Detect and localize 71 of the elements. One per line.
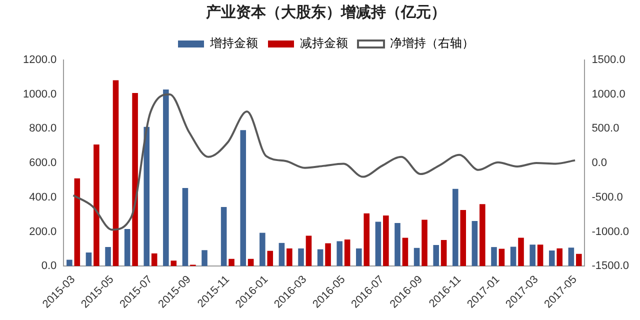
y2-tick-label: -500.0 [592,191,623,204]
bar [576,254,582,266]
bar [402,238,408,266]
legend-label: 净增持（右轴） [390,36,474,50]
bar [480,204,486,266]
y-tick-label: 200.0 [29,226,57,238]
bar [510,246,516,266]
bar [306,236,312,266]
bar [344,239,350,266]
bar [105,247,111,266]
bar [94,144,100,266]
bar [394,223,400,266]
bar [460,210,466,266]
bar [260,232,266,266]
bar [375,222,382,266]
y2-tick-label: 1500.0 [592,54,626,66]
bar [286,248,292,266]
bar [240,130,246,266]
bar [267,250,274,266]
bar [170,260,177,266]
y2-tick-label: -1000.0 [592,226,630,238]
bar [228,258,234,266]
bar [364,213,370,266]
bar [336,241,342,266]
y-tick-label: 1200.0 [22,54,57,66]
line-series [72,93,576,231]
y-tick-label: 600.0 [29,157,57,170]
bar [220,207,227,266]
bar [86,252,92,266]
y2-tick-label: 1000.0 [592,88,626,100]
bar [383,215,389,266]
y-tick-label: 400.0 [29,191,57,204]
bar [182,188,188,266]
bar [518,238,524,266]
bar [202,250,208,266]
bar [124,229,130,266]
chart-title: 产业资本（大股东）增减持（亿元） [205,2,446,21]
y-tick-label: 800.0 [29,122,57,135]
y-tick-label: 0.0 [41,260,57,272]
bar [248,258,254,266]
bar [491,247,497,266]
bar [278,242,285,266]
bar [151,253,158,266]
bar [132,92,138,266]
bar [422,220,428,266]
bar [440,240,447,266]
bar [112,80,119,266]
bar [498,248,505,266]
y2-tick-label: 0.0 [592,157,607,170]
bar [556,248,562,266]
y2-tick-label: 500.0 [592,122,620,135]
bar [548,250,555,266]
bar [144,126,150,266]
y-tick-label: 1000.0 [22,88,57,100]
bar [568,248,574,266]
bar [414,248,420,266]
legend-label: 减持金额 [300,36,348,50]
legend-label: 增持金额 [209,36,258,50]
bar [74,178,80,266]
bar [298,248,304,266]
bar [472,220,478,266]
bar [433,244,439,266]
bar [325,243,331,266]
bar [163,90,169,266]
bar [356,248,362,266]
bar [452,188,458,266]
bar [66,260,72,266]
bar [317,249,324,266]
bar [530,244,536,266]
bar [537,244,544,266]
y2-tick-label: -1500.0 [592,260,630,272]
